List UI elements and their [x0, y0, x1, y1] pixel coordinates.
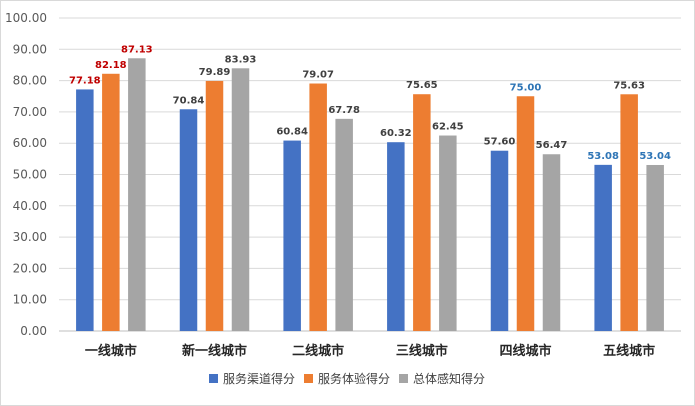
bar	[102, 73, 120, 331]
bar	[413, 94, 431, 331]
bar	[646, 164, 664, 331]
data-label: 60.32	[380, 128, 412, 139]
legend-entry: 总体感知得分	[413, 371, 485, 386]
data-label: 87.13	[121, 44, 153, 55]
data-labels: 77.18 82.18 87.13 70.84 79.89 83.93 60.84 79.07…	[69, 44, 671, 162]
data-label: 83.93	[225, 54, 257, 65]
y-axis-ticks: 0.00 10.00 20.00 30.00 40.00 50.00 60.00 70.00 8…	[5, 11, 47, 338]
y-tick-label: 10.00	[13, 293, 47, 307]
legend-swatch	[209, 374, 218, 383]
x-tick-label: 三线城市	[396, 343, 448, 359]
x-tick-label: 五线城市	[603, 343, 655, 359]
x-tick-label: 二线城市	[292, 343, 344, 359]
bar	[231, 68, 250, 331]
data-label: 75.63	[613, 80, 645, 91]
x-tick-label: 新一线城市	[182, 343, 247, 359]
bar	[620, 94, 638, 331]
bar	[309, 83, 327, 332]
x-tick-label: 一线城市	[85, 343, 137, 359]
data-label: 60.84	[276, 127, 308, 138]
y-tick-label: 100.00	[5, 11, 47, 25]
data-label: 77.18	[69, 75, 101, 86]
gridlines	[59, 17, 681, 332]
legend-swatch	[304, 374, 313, 383]
bar	[387, 142, 405, 331]
y-tick-label: 40.00	[13, 199, 47, 213]
bars	[76, 58, 664, 332]
y-tick-label: 20.00	[13, 261, 47, 275]
legend-entry: 服务体验得分	[318, 371, 390, 386]
data-label: 70.84	[173, 95, 205, 106]
data-label: 67.78	[328, 105, 360, 116]
bar	[205, 80, 224, 331]
bar	[490, 150, 509, 331]
legend-swatch	[399, 374, 408, 383]
bar	[179, 109, 198, 331]
y-tick-label: 90.00	[13, 42, 47, 56]
x-axis-ticks: 一线城市 新一线城市 二线城市 三线城市 四线城市 五线城市	[85, 343, 655, 359]
y-tick-label: 60.00	[13, 136, 47, 150]
y-tick-label: 80.00	[13, 74, 47, 88]
y-tick-label: 30.00	[13, 230, 47, 244]
bar	[516, 96, 535, 331]
bar	[283, 140, 301, 331]
bar	[128, 58, 146, 331]
data-label: 75.65	[406, 80, 438, 91]
y-tick-label: 0.00	[20, 324, 47, 338]
data-label: 79.07	[302, 70, 334, 81]
data-label: 62.45	[432, 122, 464, 133]
data-label: 75.00	[510, 82, 542, 93]
bar	[594, 164, 612, 331]
bar	[335, 118, 353, 331]
y-tick-label: 50.00	[13, 168, 47, 182]
bar	[439, 135, 457, 331]
data-label: 56.47	[536, 140, 568, 151]
data-label: 53.08	[587, 151, 619, 162]
data-label: 57.60	[484, 137, 516, 148]
data-label: 53.04	[639, 151, 671, 162]
data-label: 79.89	[199, 67, 231, 78]
x-tick-label: 四线城市	[499, 343, 551, 359]
y-tick-label: 70.00	[13, 105, 47, 119]
bar	[76, 89, 94, 331]
legend-entry: 服务渠道得分	[223, 371, 295, 386]
data-label: 82.18	[95, 60, 127, 71]
bar	[542, 154, 561, 331]
legend: 服务渠道得分 服务体验得分 总体感知得分	[209, 371, 485, 386]
